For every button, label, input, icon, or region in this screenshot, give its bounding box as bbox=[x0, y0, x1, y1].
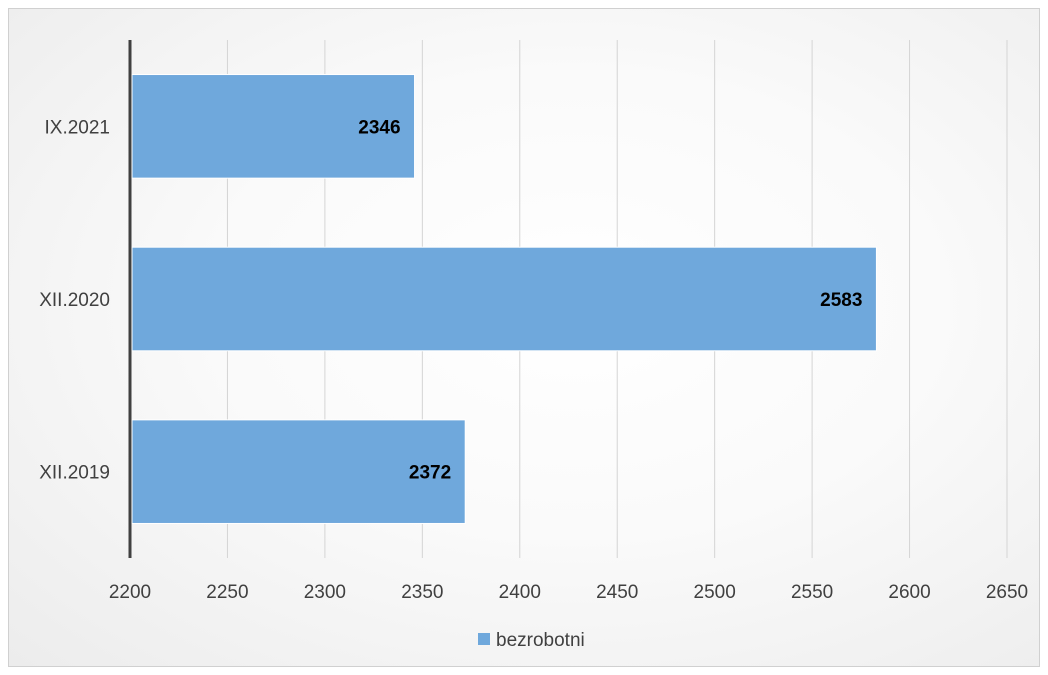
x-tick-label: 2600 bbox=[888, 582, 930, 603]
category-label: XII.2020 bbox=[39, 290, 110, 311]
x-tick-label: 2350 bbox=[401, 582, 443, 603]
category-label: IX.2021 bbox=[45, 117, 111, 138]
category-label: XII.2019 bbox=[39, 463, 110, 484]
data-label: 2372 bbox=[409, 463, 451, 484]
x-tick-label: 2300 bbox=[304, 582, 346, 603]
legend: bezrobotni bbox=[478, 630, 585, 651]
x-tick-label: 2500 bbox=[694, 582, 736, 603]
x-tick-label: 2400 bbox=[499, 582, 541, 603]
x-tick-label: 2250 bbox=[206, 582, 248, 603]
bar bbox=[131, 419, 466, 524]
data-label: 2346 bbox=[358, 117, 400, 138]
category-labels: XII.2019 XII.2020 IX.2021 bbox=[39, 117, 110, 483]
bar bbox=[131, 74, 416, 179]
legend-label: bezrobotni bbox=[496, 630, 585, 651]
legend-swatch bbox=[478, 633, 490, 645]
chart-frame: 2200 2250 2300 2350 2400 2450 2500 2550 2600 2650… bbox=[8, 8, 1040, 667]
bar-chart: 2200 2250 2300 2350 2400 2450 2500 2550 2600 2650… bbox=[39, 40, 1028, 651]
data-label: 2583 bbox=[820, 290, 862, 311]
data-labels: 2372 2583 2346 bbox=[358, 117, 862, 483]
x-tick-label: 2450 bbox=[596, 582, 638, 603]
x-tick-label: 2550 bbox=[791, 582, 833, 603]
x-tick-labels: 2200 2250 2300 2350 2400 2450 2500 2550 2600 2650 bbox=[109, 582, 1028, 603]
x-tick-label: 2200 bbox=[109, 582, 151, 603]
bar bbox=[131, 246, 877, 352]
x-tick-label: 2650 bbox=[986, 582, 1028, 603]
bars bbox=[131, 74, 877, 524]
